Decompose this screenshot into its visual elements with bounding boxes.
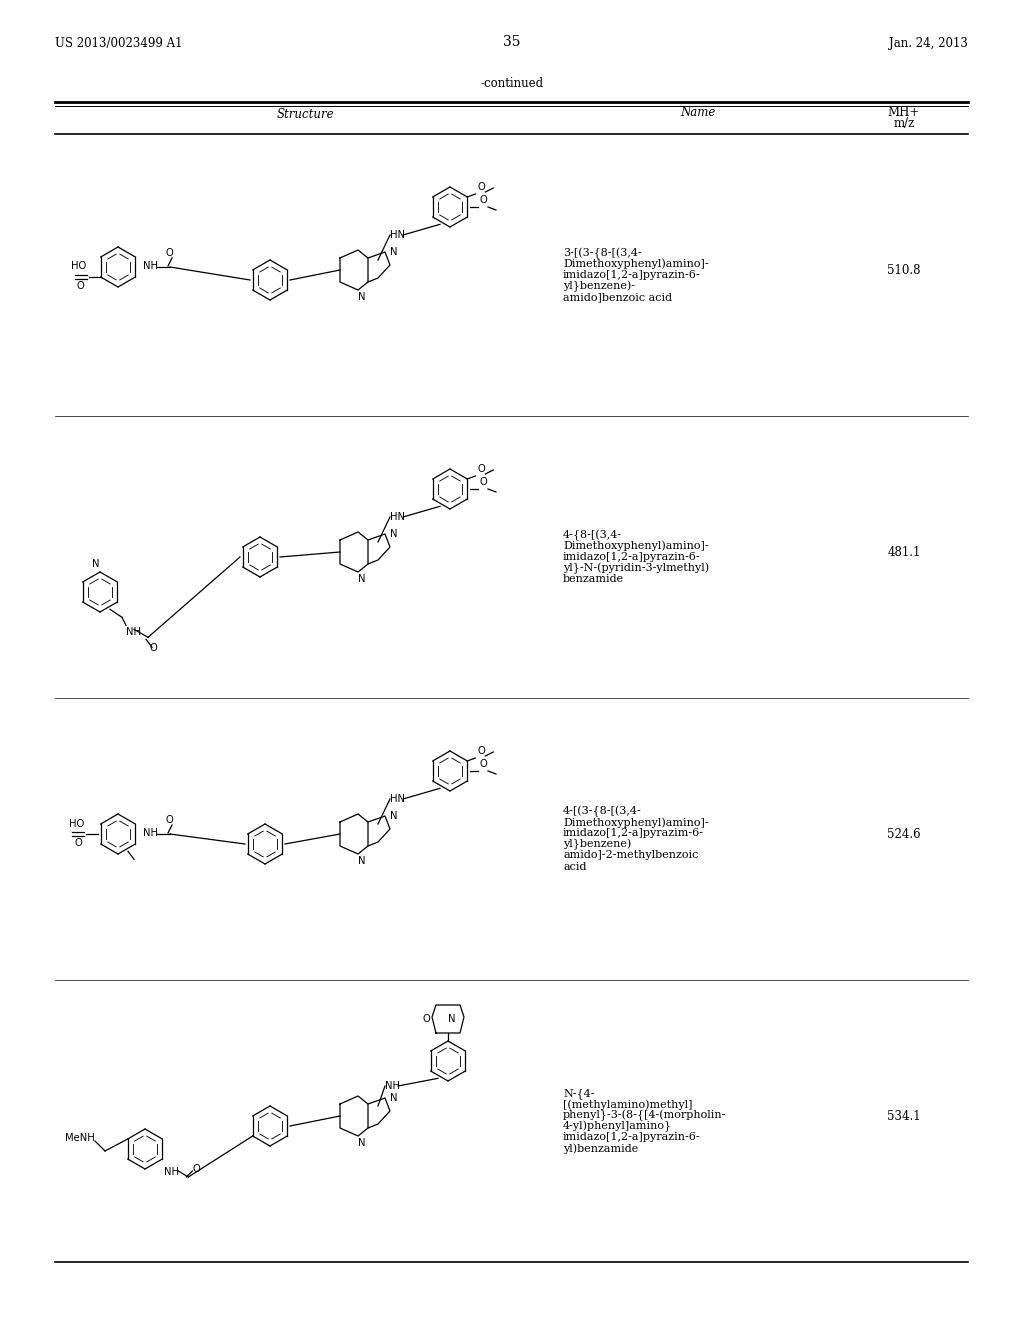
Text: N: N [358,574,366,583]
Text: O: O [480,195,487,205]
Text: Structure: Structure [276,108,334,121]
Text: acid: acid [563,862,587,871]
Text: yl}-N-(pyridin-3-ylmethyl): yl}-N-(pyridin-3-ylmethyl) [563,562,710,574]
Text: N-{4-: N-{4- [563,1088,595,1098]
Text: N: N [92,558,99,569]
Text: HO: HO [72,261,87,271]
Text: N: N [390,810,397,821]
Text: NH: NH [143,261,158,271]
Text: imidazo[1,2-a]pyrazin-6-: imidazo[1,2-a]pyrazin-6- [563,1133,700,1143]
Text: Jan. 24, 2013: Jan. 24, 2013 [889,37,968,50]
Text: 3-[(3-{8-[(3,4-: 3-[(3-{8-[(3,4- [563,247,642,259]
Text: Name: Name [680,106,715,119]
Text: N: N [358,292,366,302]
Text: N: N [390,247,397,257]
Text: N: N [358,1138,366,1148]
Text: N: N [449,1014,456,1024]
Text: O: O [77,281,85,290]
Text: 35: 35 [503,36,521,49]
Text: MH+: MH+ [888,106,921,119]
Text: US 2013/0023499 A1: US 2013/0023499 A1 [55,37,182,50]
Text: yl}benzene)-: yl}benzene)- [563,280,635,292]
Text: -continued: -continued [480,77,544,90]
Text: O: O [477,465,485,474]
Text: N: N [390,1093,397,1104]
Text: NH: NH [126,627,141,638]
Text: 481.1: 481.1 [888,545,921,558]
Text: amido]-2-methylbenzoic: amido]-2-methylbenzoic [563,850,698,861]
Text: 4-{8-[(3,4-: 4-{8-[(3,4- [563,529,623,541]
Text: yl}benzene): yl}benzene) [563,838,631,850]
Text: Dimethoxyphenyl)amino]-: Dimethoxyphenyl)amino]- [563,259,709,269]
Text: O: O [150,643,158,653]
Text: HN: HN [390,795,406,804]
Text: yl)benzamide: yl)benzamide [563,1143,638,1154]
Text: O: O [422,1014,430,1024]
Text: [(methylamino)methyl]: [(methylamino)methyl] [563,1100,692,1110]
Text: amido]benzoic acid: amido]benzoic acid [563,292,672,302]
Text: O: O [480,477,487,487]
Text: NH: NH [385,1081,400,1092]
Text: O: O [477,746,485,756]
Text: 510.8: 510.8 [887,264,921,276]
Text: NH: NH [164,1167,179,1177]
Text: imidazo[1,2-a]pyrazin-6-: imidazo[1,2-a]pyrazin-6- [563,271,700,280]
Text: m/z: m/z [893,117,914,129]
Text: MeNH: MeNH [65,1133,95,1143]
Text: HN: HN [390,512,406,521]
Text: Dimethoxyphenyl)amino]-: Dimethoxyphenyl)amino]- [563,541,709,552]
Text: N: N [390,529,397,539]
Text: O: O [480,759,487,770]
Text: 524.6: 524.6 [887,828,921,841]
Text: 4-[(3-{8-[(3,4-: 4-[(3-{8-[(3,4- [563,805,642,817]
Text: O: O [74,838,82,847]
Text: Dimethoxyphenyl)amino]-: Dimethoxyphenyl)amino]- [563,817,709,828]
Text: imidazo[1,2-a]pyrazim-6-: imidazo[1,2-a]pyrazim-6- [563,829,705,838]
Text: O: O [165,248,173,257]
Text: N: N [358,855,366,866]
Text: HO: HO [69,818,84,829]
Text: HN: HN [390,230,406,240]
Text: benzamide: benzamide [563,574,624,583]
Text: phenyl}-3-(8-{[4-(morpholin-: phenyl}-3-(8-{[4-(morpholin- [563,1110,726,1121]
Text: 4-yl)phenyl]amino}: 4-yl)phenyl]amino} [563,1121,672,1133]
Text: 534.1: 534.1 [887,1110,921,1122]
Text: O: O [477,182,485,191]
Text: O: O [193,1164,200,1173]
Text: O: O [165,814,173,825]
Text: imidazo[1,2-a]pyrazin-6-: imidazo[1,2-a]pyrazin-6- [563,552,700,562]
Text: NH: NH [143,828,158,838]
